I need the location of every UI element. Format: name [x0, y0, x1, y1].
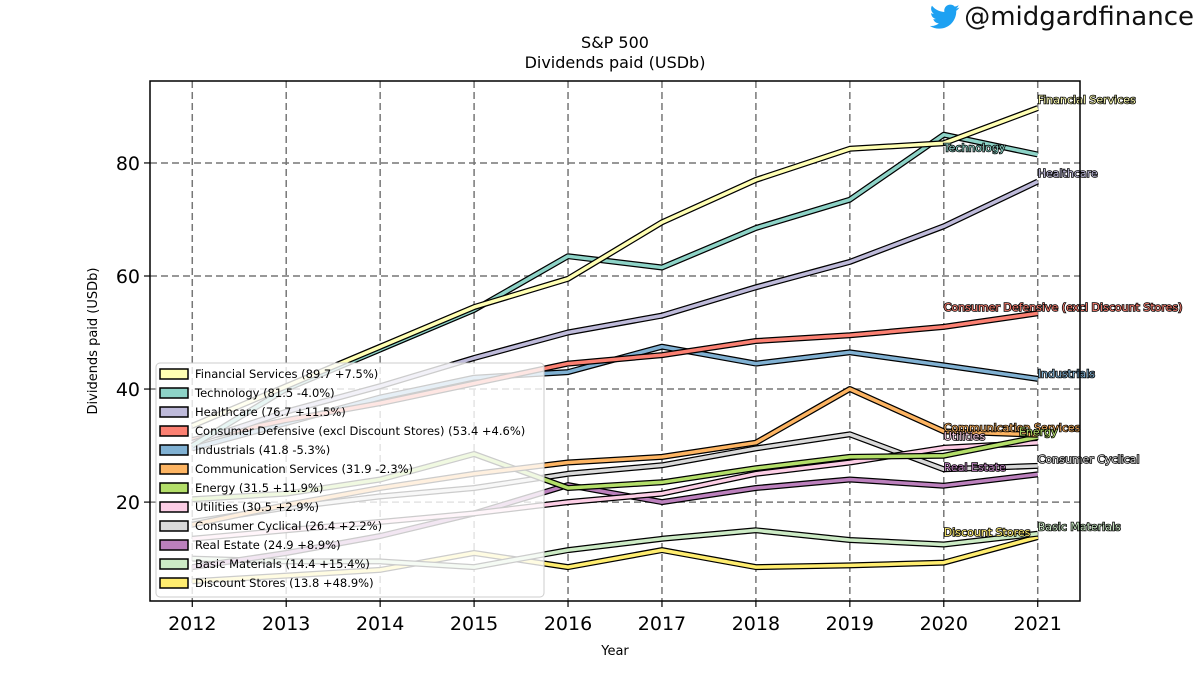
- series-annotation-shadow: Communication Services: [944, 421, 1081, 434]
- series-annotation: Industrials: [1038, 368, 1096, 381]
- legend-swatch: [159, 482, 189, 494]
- series-annotation: Technology: [943, 142, 1006, 155]
- x-tick-label: 2016: [544, 613, 592, 635]
- x-tick-label: 2018: [732, 613, 780, 635]
- x-axis-label: Year: [600, 644, 629, 659]
- series-annotation: Consumer Cyclical: [1038, 453, 1140, 466]
- series-annotation: Discount Stores: [944, 526, 1031, 539]
- legend-swatch: [159, 387, 189, 399]
- brand-handle: @midgardfinance: [964, 2, 1194, 32]
- series-annotation: Financial Services: [1038, 94, 1136, 107]
- x-tick-label: 2021: [1014, 613, 1062, 635]
- chart-subtitle: Dividends paid (USDb): [525, 53, 706, 72]
- legend-swatch: [159, 463, 189, 475]
- legend-swatch: [159, 444, 189, 456]
- legend-swatch: [159, 501, 189, 513]
- series-annotation: Consumer Defensive (excl Discount Stores…: [944, 301, 1183, 314]
- x-tick-label: 2014: [356, 613, 404, 635]
- y-axis-label: Dividends paid (USDb): [86, 268, 101, 415]
- series-annotation-shadow: Consumer Defensive (excl Discount Stores…: [944, 301, 1183, 314]
- series-annotation: Healthcare: [1038, 167, 1098, 180]
- series-annotation: Utilities: [944, 430, 986, 443]
- legend-item: Energy (31.5 +11.9%): [195, 481, 323, 495]
- series-annotation-shadow: Real Estate: [944, 461, 1006, 474]
- series-annotation: Real Estate: [944, 461, 1006, 474]
- legend-item: Utilities (30.5 +2.9%): [195, 500, 319, 514]
- legend-swatch: [159, 520, 189, 532]
- series-annotation: Energy: [1019, 425, 1058, 438]
- legend-item: Technology (81.5 -4.0%): [194, 386, 335, 400]
- chart-title: S&P 500: [581, 33, 649, 52]
- legend-item: Discount Stores (13.8 +48.9%): [195, 576, 374, 590]
- series-annotation-shadow: Industrials: [1038, 368, 1096, 381]
- legend-item: Consumer Defensive (excl Discount Stores…: [195, 424, 525, 438]
- legend-swatch: [159, 539, 189, 551]
- legend-swatch: [159, 368, 189, 380]
- x-tick-label: 2017: [638, 613, 686, 635]
- series-annotation-shadow: Discount Stores: [944, 526, 1031, 539]
- legend-item: Basic Materials (14.4 +15.4%): [195, 557, 370, 571]
- x-tick-label: 2012: [168, 613, 216, 635]
- x-tick-label: 2015: [450, 613, 498, 635]
- y-tick-label: 20: [116, 492, 140, 514]
- legend-item: Consumer Cyclical (26.4 +2.2%): [195, 519, 382, 533]
- twitter-bird-icon: [930, 4, 960, 30]
- legend-swatch: [159, 406, 189, 418]
- series-annotation-shadow: Consumer Cyclical: [1038, 453, 1140, 466]
- series-annotation: Communication Services: [944, 421, 1081, 434]
- plot-frame: [149, 80, 1081, 602]
- x-tick-label: 2013: [262, 613, 310, 635]
- x-tick-label: 2020: [920, 613, 968, 635]
- x-tick-label: 2019: [826, 613, 874, 635]
- series-annotation-shadow: Utilities: [944, 430, 986, 443]
- legend-item: Healthcare (76.7 +11.5%): [195, 405, 346, 419]
- y-tick-label: 80: [116, 153, 140, 175]
- y-tick-label: 60: [116, 266, 140, 288]
- legend-item: Financial Services (89.7 +7.5%): [195, 367, 378, 381]
- series-annotation-shadow: Healthcare: [1038, 167, 1098, 180]
- legend-item: Industrials (41.8 -5.3%): [195, 443, 330, 457]
- legend-box: [155, 362, 545, 598]
- legend-swatch: [159, 558, 189, 570]
- brand[interactable]: @midgardfinance: [930, 2, 1194, 32]
- legend-item: Communication Services (31.9 -2.3%): [195, 462, 413, 476]
- series-annotation-shadow: Technology: [943, 142, 1006, 155]
- series-annotation-shadow: Financial Services: [1038, 94, 1136, 107]
- y-tick-label: 40: [116, 379, 140, 401]
- legend-swatch: [159, 577, 189, 589]
- legend-swatch: [159, 425, 189, 437]
- series-annotation-shadow: Energy: [1019, 425, 1058, 438]
- legend-item: Real Estate (24.9 +8.9%): [195, 538, 341, 552]
